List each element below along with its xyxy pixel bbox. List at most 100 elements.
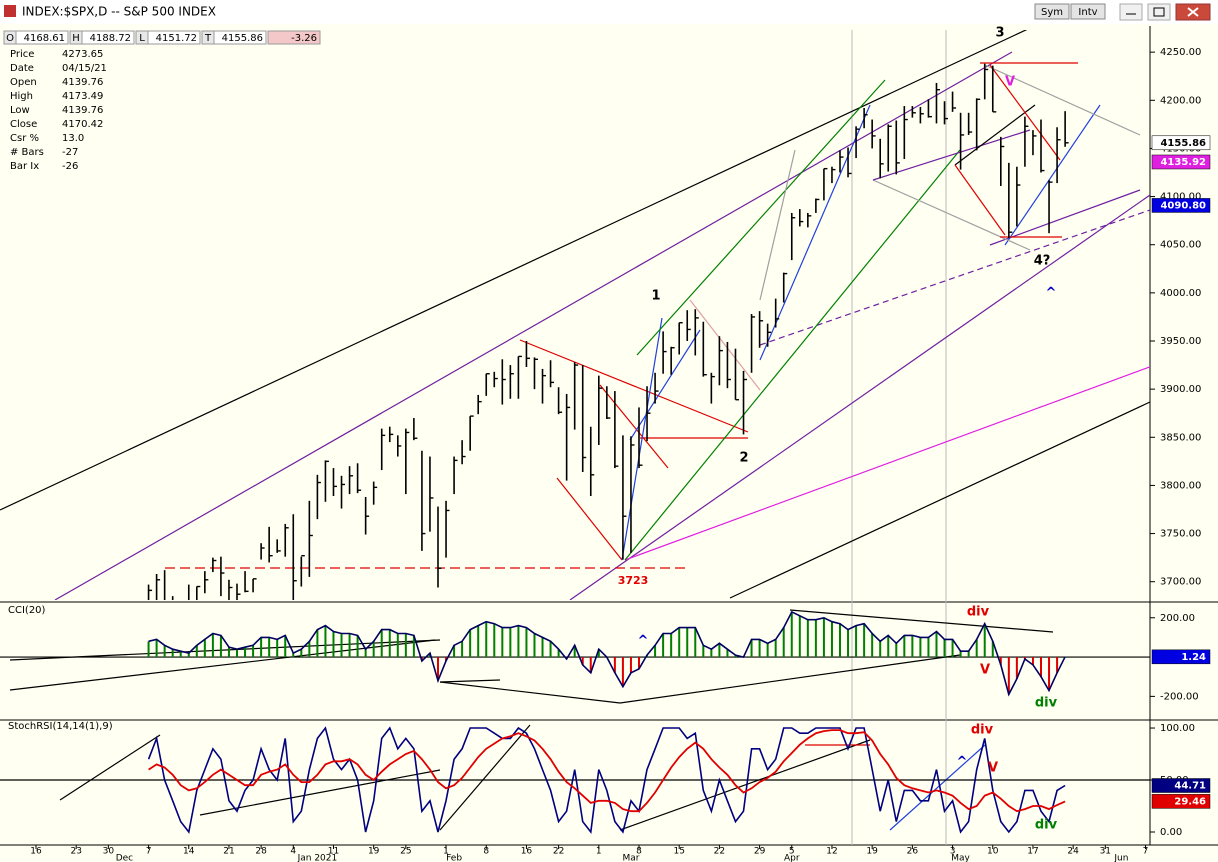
cci-bar: [903, 635, 906, 658]
cci-bar: [678, 627, 681, 658]
div-label: div: [967, 605, 990, 620]
x-tick-label: 29: [754, 847, 766, 857]
cci-bar: [227, 647, 230, 658]
signal-label: V: [988, 761, 998, 776]
div-label: div: [1035, 696, 1058, 711]
data-window-value: 4173.49: [62, 91, 103, 102]
trendline: [624, 149, 961, 561]
intv-button-label[interactable]: Intv: [1078, 7, 1097, 18]
y-tick-label: 3850.00: [1160, 432, 1201, 443]
data-window-value: -27: [62, 147, 78, 158]
cci-bar: [517, 625, 520, 658]
y-tick-label: 4200.00: [1160, 95, 1201, 106]
cci-bar: [758, 639, 761, 658]
div-label: div: [971, 723, 994, 738]
trendline: [954, 104, 1036, 166]
maximize-button[interactable]: [1147, 3, 1171, 21]
window-title: INDEX:$SPX,D -- S&P 500 INDEX: [22, 5, 216, 19]
trendline: [1004, 104, 1101, 246]
cci-bar: [863, 623, 866, 658]
value-box: [1151, 154, 1211, 170]
y-tick-label: 3950.00: [1160, 336, 1201, 347]
cci-bar: [147, 641, 150, 658]
y-tick-label: 100.00: [1160, 723, 1195, 734]
cci-bar: [485, 621, 488, 658]
cci-bar: [292, 653, 295, 658]
cci-bar: [927, 637, 930, 658]
trendline: [984, 64, 1141, 136]
cci-bar: [332, 631, 335, 658]
data-window-value: 4273.65: [62, 49, 103, 60]
cci-bar: [822, 617, 825, 658]
title-bar: [0, 0, 1218, 24]
x-tick-label: 23: [70, 847, 81, 857]
data-window-value: 04/15/21: [62, 63, 107, 74]
cci-bar: [1015, 657, 1018, 679]
cci-bar: [163, 645, 166, 658]
cci-bar: [211, 633, 214, 658]
cci-bar: [300, 649, 303, 658]
data-window-label: Bar Ix: [10, 161, 39, 172]
sym-button[interactable]: [1034, 3, 1070, 20]
cci-bar: [935, 631, 938, 658]
y-tick-label: 4050.00: [1160, 240, 1201, 251]
value-box: [1151, 778, 1211, 793]
cci-panel: [0, 609, 1150, 704]
trendline: [624, 366, 1150, 561]
cci-bar: [493, 623, 496, 658]
x-tick-label: 8: [636, 847, 642, 857]
cci-bar: [372, 641, 375, 658]
trendline: [439, 724, 531, 831]
cci-bar: [589, 657, 592, 673]
cci-bar: [830, 621, 833, 658]
cci-bar: [541, 637, 544, 658]
cci-bar: [404, 633, 407, 658]
cci-bar: [967, 651, 970, 658]
intv-button[interactable]: [1070, 3, 1106, 20]
trendline: [889, 744, 986, 831]
x-tick-label: 7: [1143, 847, 1149, 857]
strip-value-box: [213, 30, 267, 45]
cci-bar: [766, 643, 769, 658]
cci-bar: [437, 657, 439, 681]
cci-bar: [895, 643, 898, 658]
y-tick-label: 0.00: [1160, 827, 1182, 838]
trendline: [759, 104, 871, 361]
cci-bar: [268, 637, 271, 658]
x-tick-label: 14: [183, 847, 195, 857]
panel-title: CCI(20): [8, 605, 46, 616]
cci-bar: [975, 639, 978, 658]
trendline: [439, 679, 501, 683]
close-icon: [1187, 7, 1199, 17]
cci-bar: [991, 641, 994, 658]
x-tick-label: 16: [30, 847, 42, 857]
value-box: [1151, 794, 1211, 809]
cci-bar: [244, 647, 247, 658]
x-tick-label: 28: [255, 847, 267, 857]
strip-value-box: [147, 30, 201, 45]
cci-bar: [364, 649, 367, 658]
panel-title: StochRSI(14,14(1),9): [8, 721, 113, 732]
cci-bar: [951, 639, 954, 658]
cci-bar: [340, 633, 343, 658]
value-box: [1151, 135, 1211, 151]
x-tick-label: 22: [714, 847, 725, 857]
cci-bar: [871, 633, 874, 658]
x-tick-label: 8: [483, 847, 489, 857]
value-box: [1151, 198, 1211, 213]
strip-value: 4188.72: [90, 33, 131, 44]
strip-value-box: [81, 30, 135, 45]
cci-bar: [847, 629, 850, 658]
minimize-button[interactable]: [1119, 3, 1143, 21]
cci-bar: [236, 649, 238, 658]
div-label: div: [1035, 818, 1058, 833]
sym-button-label[interactable]: Sym: [1041, 7, 1063, 18]
cci-bar: [179, 651, 182, 658]
trendline: [621, 317, 663, 561]
data-window-label: Open: [10, 77, 37, 88]
cci-bar: [1031, 657, 1034, 665]
x-tick-label: 11: [328, 847, 339, 857]
cci-bar: [187, 653, 190, 658]
cci-bar: [276, 639, 279, 658]
